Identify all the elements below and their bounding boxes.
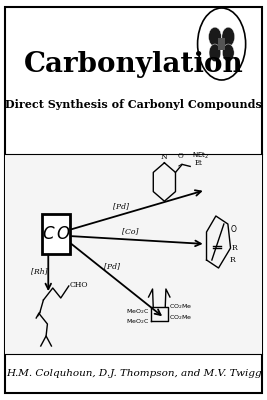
Circle shape (209, 27, 221, 46)
FancyBboxPatch shape (42, 214, 70, 254)
Text: $\mathrm{MeO_2C}$: $\mathrm{MeO_2C}$ (126, 318, 149, 326)
Text: R: R (229, 256, 235, 264)
Text: Direct Synthesis of Carbonyl Compounds: Direct Synthesis of Carbonyl Compounds (5, 100, 262, 110)
Text: [Co]: [Co] (122, 228, 139, 236)
Text: $\mathrm{CO_2Me}$: $\mathrm{CO_2Me}$ (169, 313, 193, 322)
Text: [Pd]: [Pd] (104, 263, 120, 271)
Text: $\mathrm{MeO_2C}$: $\mathrm{MeO_2C}$ (126, 308, 149, 316)
Text: CHO: CHO (70, 281, 88, 289)
Text: [Rh]: [Rh] (31, 267, 47, 275)
Text: Carbonylation: Carbonylation (23, 52, 244, 78)
Text: [Pd]: [Pd] (113, 203, 129, 211)
Text: Et: Et (195, 159, 203, 167)
Bar (5, 154, 262, 354)
Text: R: R (232, 244, 238, 252)
Text: $\mathrm{CO_2Me}$: $\mathrm{CO_2Me}$ (169, 302, 193, 311)
Circle shape (209, 44, 221, 62)
Text: $\mathit{C\,O}$: $\mathit{C\,O}$ (42, 225, 71, 243)
Circle shape (222, 44, 234, 62)
Text: $\mathrm{NEt_2}$: $\mathrm{NEt_2}$ (191, 151, 209, 162)
Text: O: O (230, 226, 236, 234)
Text: N: N (161, 153, 168, 161)
Bar (218, 38, 225, 50)
Circle shape (222, 27, 235, 46)
Text: O: O (177, 152, 183, 160)
Text: H.M. Colquhoun, D.J. Thompson, and M.V. Twigg: H.M. Colquhoun, D.J. Thompson, and M.V. … (6, 369, 261, 378)
